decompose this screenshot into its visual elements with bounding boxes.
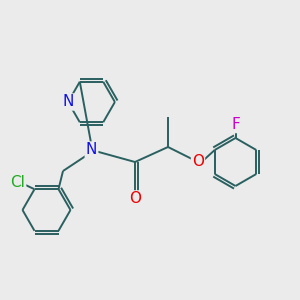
Text: N: N xyxy=(62,94,74,110)
Text: N: N xyxy=(86,142,97,158)
Text: O: O xyxy=(129,191,141,206)
Text: O: O xyxy=(192,154,204,169)
Text: Cl: Cl xyxy=(10,175,25,190)
Text: F: F xyxy=(231,117,240,132)
